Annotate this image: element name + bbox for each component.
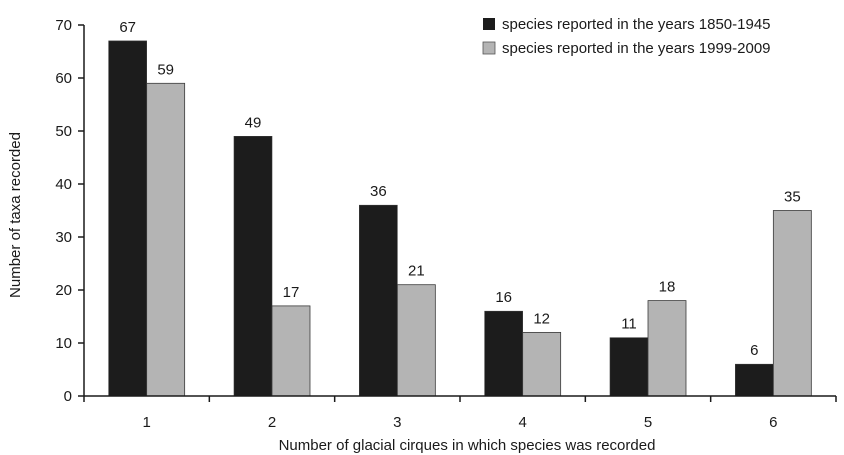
bar-series-1 bbox=[484, 310, 523, 397]
x-ticks-layer: 1 2 3 4 5 6 bbox=[83, 396, 837, 431]
bar-series-1 bbox=[359, 204, 398, 397]
bar-series-1 bbox=[609, 337, 649, 397]
x-tick-label: 4 bbox=[518, 414, 526, 431]
y-tick-label: 10 bbox=[55, 335, 72, 352]
bar-series-2 bbox=[522, 331, 562, 397]
bar-series-1 bbox=[735, 363, 774, 397]
y-tick-label: 30 bbox=[55, 229, 72, 246]
x-tick-label: 5 bbox=[644, 414, 652, 431]
bars-layer bbox=[108, 40, 812, 397]
bar-value-label: 12 bbox=[533, 310, 550, 327]
y-tick-label: 0 bbox=[64, 388, 72, 405]
x-tick-label: 1 bbox=[142, 414, 150, 431]
bar-series-2 bbox=[146, 82, 186, 397]
bar-value-label: 6 bbox=[750, 342, 758, 359]
y-tick-label: 50 bbox=[55, 123, 72, 140]
bar-value-label: 16 bbox=[495, 289, 512, 306]
y-axis-title: Number of taxa recorded bbox=[7, 132, 24, 298]
y-tick-label: 40 bbox=[55, 176, 72, 193]
legend-swatch-series-2 bbox=[482, 41, 496, 55]
legend-label-series-2: species reported in the years 1999-2009 bbox=[502, 40, 771, 57]
bar-series-2 bbox=[271, 305, 311, 397]
y-tick-label: 60 bbox=[55, 70, 72, 87]
bar-series-1 bbox=[108, 40, 147, 397]
x-tick-label: 3 bbox=[393, 414, 401, 431]
y-tick-label: 20 bbox=[55, 282, 72, 299]
x-tick-label: 6 bbox=[769, 414, 777, 431]
bar-series-1 bbox=[233, 136, 273, 397]
legend-label-series-1: species reported in the years 1850-1945 bbox=[502, 16, 771, 33]
bar-value-label: 17 bbox=[283, 284, 300, 301]
bar-series-2 bbox=[647, 300, 687, 397]
y-tick-label: 70 bbox=[55, 17, 72, 34]
bar-value-label: 49 bbox=[245, 114, 262, 131]
x-axis-title: Number of glacial cirques in which speci… bbox=[279, 437, 656, 454]
x-tick-label: 2 bbox=[268, 414, 276, 431]
bar-value-label: 67 bbox=[119, 19, 136, 36]
bar-value-label: 36 bbox=[370, 183, 387, 200]
bar-series-2 bbox=[396, 284, 436, 397]
y-ticks-layer: 0 10 20 30 40 50 60 70 bbox=[55, 17, 84, 405]
bar-value-label: 21 bbox=[408, 263, 425, 280]
bar-value-label: 35 bbox=[784, 189, 801, 206]
bar-value-label: 59 bbox=[157, 61, 174, 78]
bar-value-label: 11 bbox=[621, 316, 637, 333]
legend-swatch-series-1 bbox=[483, 18, 495, 30]
bar-labels-layer: 67 59 49 17 36 21 16 12 11 18 6 35 bbox=[119, 19, 800, 359]
bar-series-2 bbox=[772, 210, 812, 397]
legend: species reported in the years 1850-1945 … bbox=[482, 16, 771, 57]
bar-value-label: 18 bbox=[659, 279, 676, 296]
